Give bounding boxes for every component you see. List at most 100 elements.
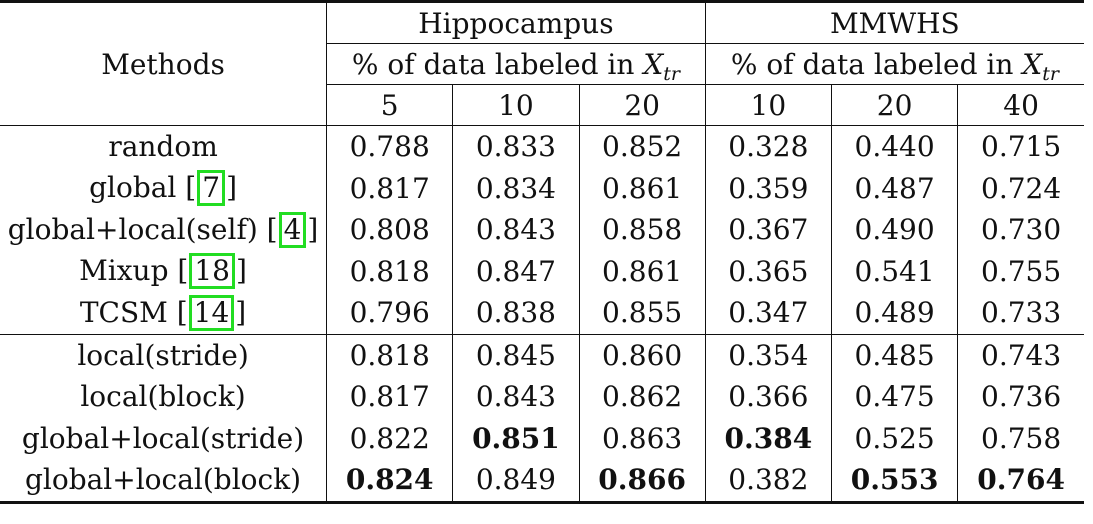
value-cell: 0.485 <box>830 334 958 376</box>
subheader-var: X <box>1022 47 1043 81</box>
value: 0.796 <box>349 296 430 330</box>
value-cell: 0.838 <box>452 292 580 335</box>
value-cell: 0.834 <box>452 167 580 209</box>
subheader-var: X <box>643 47 664 81</box>
split-header: 5 <box>326 84 453 126</box>
value-cell: 0.817 <box>326 167 453 209</box>
value-cell: 0.796 <box>326 292 453 335</box>
value-cell: 0.743 <box>957 334 1084 376</box>
value-cell: 0.553 <box>830 459 958 504</box>
table-row: global+local(stride) 0.822 0.851 0.863 0.384… <box>0 417 1084 460</box>
value-cell: 0.715 <box>957 125 1084 168</box>
value: 0.347 <box>728 296 809 330</box>
best-value: 0.866 <box>598 463 686 497</box>
method-name: global+local(block) <box>24 463 302 497</box>
value: 0.861 <box>602 171 683 205</box>
value: 0.475 <box>854 380 935 414</box>
value-cell: 0.354 <box>704 334 832 376</box>
value-cell: 0.843 <box>452 209 580 251</box>
value-cell: 0.855 <box>578 292 706 335</box>
method-name-cell: global+local(self) [4] <box>0 209 327 251</box>
value: 0.365 <box>728 254 809 288</box>
citation-bracket: ] <box>307 212 319 246</box>
value: 0.845 <box>475 338 556 372</box>
value-cell: 0.863 <box>578 417 706 459</box>
citation-bracket: [ <box>176 295 188 329</box>
value-cell: 0.764 <box>957 459 1084 504</box>
value: 0.843 <box>475 213 556 247</box>
citation-link[interactable]: 4 <box>278 211 307 248</box>
citation-link[interactable]: 14 <box>188 294 235 331</box>
value: 0.833 <box>475 130 556 164</box>
value-cell: 0.808 <box>326 209 453 251</box>
best-value: 0.764 <box>977 463 1065 497</box>
method-name-cell: random <box>0 126 327 168</box>
value: 0.755 <box>981 254 1062 288</box>
value: 0.366 <box>728 380 809 414</box>
method-name-cell: local(block) <box>0 376 327 418</box>
value-cell: 0.733 <box>957 292 1084 335</box>
split-header: 20 <box>830 84 958 126</box>
value: 0.852 <box>602 130 683 164</box>
value-cell: 0.724 <box>957 167 1084 209</box>
value: 0.863 <box>602 421 683 455</box>
table-row: TCSM [14] 0.796 0.838 0.855 0.347 0.489 0.733 <box>0 292 1084 335</box>
value-cell: 0.382 <box>704 459 832 504</box>
value-cell: 0.843 <box>452 376 580 418</box>
value: 0.743 <box>981 338 1062 372</box>
proposed-methods-group: local(stride) 0.818 0.845 0.860 0.354 0.485 0.… <box>0 334 1084 504</box>
table-row: global+local(self) [4] 0.808 0.843 0.858 0.3… <box>0 209 1084 251</box>
value-cell: 0.440 <box>830 125 958 168</box>
table-row: Mixup [18] 0.818 0.847 0.861 0.365 0.541 0.755 <box>0 250 1084 293</box>
method-name: local(block) <box>80 380 246 414</box>
method-name: Mixup <box>79 254 178 288</box>
method-name-cell: TCSM [14] <box>0 292 327 335</box>
dataset-header-hippocampus: Hippocampus <box>326 0 706 44</box>
method-name-cell: global [7] <box>0 168 327 210</box>
method-name-cell: local(stride) <box>0 334 327 376</box>
split-header: 10 <box>452 84 580 126</box>
split-header: 40 <box>957 84 1084 126</box>
table-row: local(stride) 0.818 0.845 0.860 0.354 0.485 0.… <box>0 334 1084 376</box>
value-cell: 0.487 <box>830 167 958 209</box>
value: 0.838 <box>475 296 556 330</box>
subheader-prefix: % of data labeled in <box>730 47 1023 81</box>
value: 0.861 <box>602 254 683 288</box>
value: 0.730 <box>981 213 1062 247</box>
value-cell: 0.475 <box>830 376 958 418</box>
value: 0.788 <box>349 130 430 164</box>
value-cell: 0.862 <box>578 376 706 418</box>
table-row: global [7] 0.817 0.834 0.861 0.359 0.487 0.724 <box>0 167 1084 210</box>
value: 0.485 <box>854 338 935 372</box>
baseline-methods-group: random 0.788 0.833 0.852 0.328 0.440 0.715 glob… <box>0 125 1084 335</box>
subheader-hippocampus: % of data labeled in Xtr <box>326 43 706 85</box>
value-cell: 0.347 <box>704 292 832 335</box>
value: 0.367 <box>728 213 809 247</box>
value-cell: 0.384 <box>704 417 832 459</box>
value: 0.862 <box>602 380 683 414</box>
method-name: global+local(self) <box>7 212 267 246</box>
citation-link[interactable]: 18 <box>189 253 235 290</box>
subheader-sub: tr <box>1042 62 1059 85</box>
table-row: random 0.788 0.833 0.852 0.328 0.440 0.715 <box>0 125 1084 168</box>
method-name-cell: Mixup [18] <box>0 251 327 293</box>
value-cell: 0.861 <box>578 250 706 292</box>
value: 0.724 <box>981 171 1062 205</box>
value-cell: 0.365 <box>704 250 832 292</box>
value: 0.855 <box>602 296 683 330</box>
value-cell: 0.849 <box>452 459 580 504</box>
method-name-cell: global+local(stride) <box>0 418 327 460</box>
value-cell: 0.858 <box>578 209 706 251</box>
methods-header: Methods <box>0 0 327 126</box>
best-value: 0.384 <box>724 421 813 455</box>
value-cell: 0.822 <box>326 417 453 459</box>
method-name: local(stride) <box>77 338 249 372</box>
value-cell: 0.818 <box>326 334 453 376</box>
value: 0.822 <box>349 421 430 455</box>
value: 0.817 <box>349 380 430 414</box>
method-name: random <box>108 130 218 164</box>
citation-link[interactable]: 7 <box>197 170 226 207</box>
value-cell: 0.845 <box>452 334 580 376</box>
subheader-sub: tr <box>663 62 680 85</box>
